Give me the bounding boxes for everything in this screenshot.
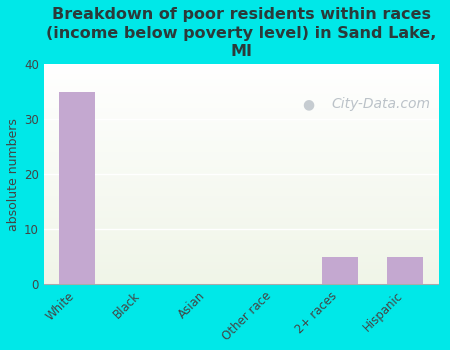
Text: ●: ●: [302, 97, 314, 111]
Title: Breakdown of poor residents within races
(income below poverty level) in Sand La: Breakdown of poor residents within races…: [46, 7, 436, 59]
Y-axis label: absolute numbers: absolute numbers: [7, 118, 20, 231]
Bar: [58, 92, 95, 284]
Text: City-Data.com: City-Data.com: [332, 97, 431, 111]
Bar: [322, 257, 358, 284]
Bar: [387, 257, 423, 284]
